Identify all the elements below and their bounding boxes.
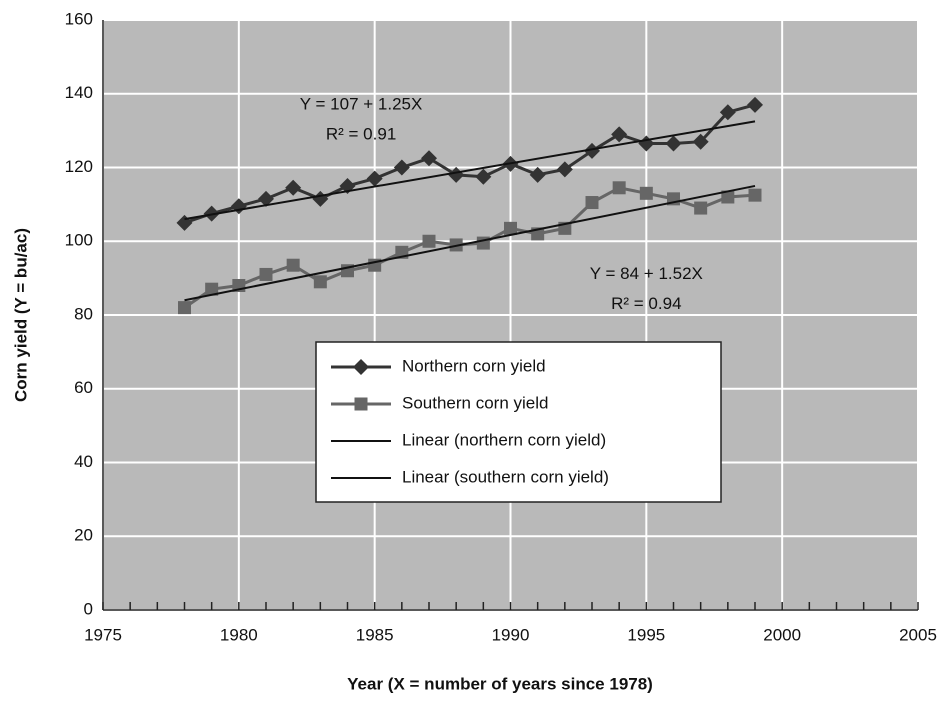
marker bbox=[694, 201, 708, 215]
marker bbox=[665, 135, 682, 152]
marker bbox=[475, 168, 492, 185]
marker bbox=[692, 133, 709, 150]
marker bbox=[612, 181, 626, 195]
marker bbox=[585, 196, 599, 210]
x-tick-label: 2005 bbox=[899, 625, 937, 644]
y-tick-label: 80 bbox=[74, 304, 93, 323]
x-axis-label: Year (X = number of years since 1978) bbox=[347, 674, 653, 693]
legend-label: Northern corn yield bbox=[402, 356, 546, 375]
marker bbox=[353, 359, 369, 375]
trend-line bbox=[184, 120, 756, 221]
marker bbox=[393, 159, 410, 176]
marker bbox=[584, 142, 600, 159]
y-tick-label: 140 bbox=[65, 83, 93, 102]
marker bbox=[205, 282, 219, 296]
marker bbox=[313, 275, 327, 289]
x-tick-label: 1990 bbox=[492, 625, 530, 644]
marker bbox=[286, 258, 300, 272]
y-axis-label: Corn yield (Y = bu/ac) bbox=[11, 228, 30, 402]
annotation: Y = 84 + 1.52X bbox=[590, 264, 703, 283]
y-tick-label: 0 bbox=[84, 599, 93, 618]
trend-line bbox=[184, 184, 756, 302]
annotation: Y = 107 + 1.25X bbox=[300, 94, 423, 113]
marker bbox=[448, 166, 465, 183]
legend-box bbox=[315, 341, 722, 503]
marker bbox=[556, 161, 573, 178]
y-tick-label: 40 bbox=[74, 452, 93, 471]
series-line bbox=[184, 103, 756, 225]
y-tick-label: 20 bbox=[74, 526, 93, 545]
annotation: R² = 0.94 bbox=[611, 294, 681, 313]
x-tick-label: 2000 bbox=[763, 625, 801, 644]
legend: Northern corn yield Southern corn yield Li… bbox=[315, 341, 722, 503]
y-tick-label: 120 bbox=[65, 157, 93, 176]
x-tick-label: 1980 bbox=[220, 625, 258, 644]
legend-label: Linear (southern corn yield) bbox=[402, 467, 609, 486]
marker bbox=[422, 234, 436, 248]
marker bbox=[354, 397, 368, 411]
marker bbox=[504, 221, 517, 235]
annotation: R² = 0.91 bbox=[326, 124, 396, 143]
x-tick-label: 1995 bbox=[627, 625, 665, 644]
marker bbox=[719, 104, 736, 121]
marker bbox=[748, 188, 762, 202]
legend-label: Linear (northern corn yield) bbox=[402, 430, 606, 449]
marker bbox=[721, 190, 735, 204]
x-tick-label: 1985 bbox=[356, 625, 394, 644]
y-tick-label: 60 bbox=[74, 378, 93, 397]
marker bbox=[747, 96, 763, 113]
legend-label: Southern corn yield bbox=[402, 393, 548, 412]
marker bbox=[259, 267, 273, 281]
marker bbox=[285, 179, 302, 196]
marker bbox=[366, 170, 383, 187]
marker bbox=[258, 190, 274, 207]
marker bbox=[529, 166, 546, 183]
marker bbox=[421, 150, 437, 167]
marker bbox=[178, 301, 191, 315]
y-tick-label: 100 bbox=[65, 231, 93, 250]
marker bbox=[611, 126, 628, 143]
marker bbox=[639, 186, 653, 200]
x-tick-label: 1975 bbox=[84, 625, 122, 644]
y-tick-label: 160 bbox=[65, 9, 93, 28]
